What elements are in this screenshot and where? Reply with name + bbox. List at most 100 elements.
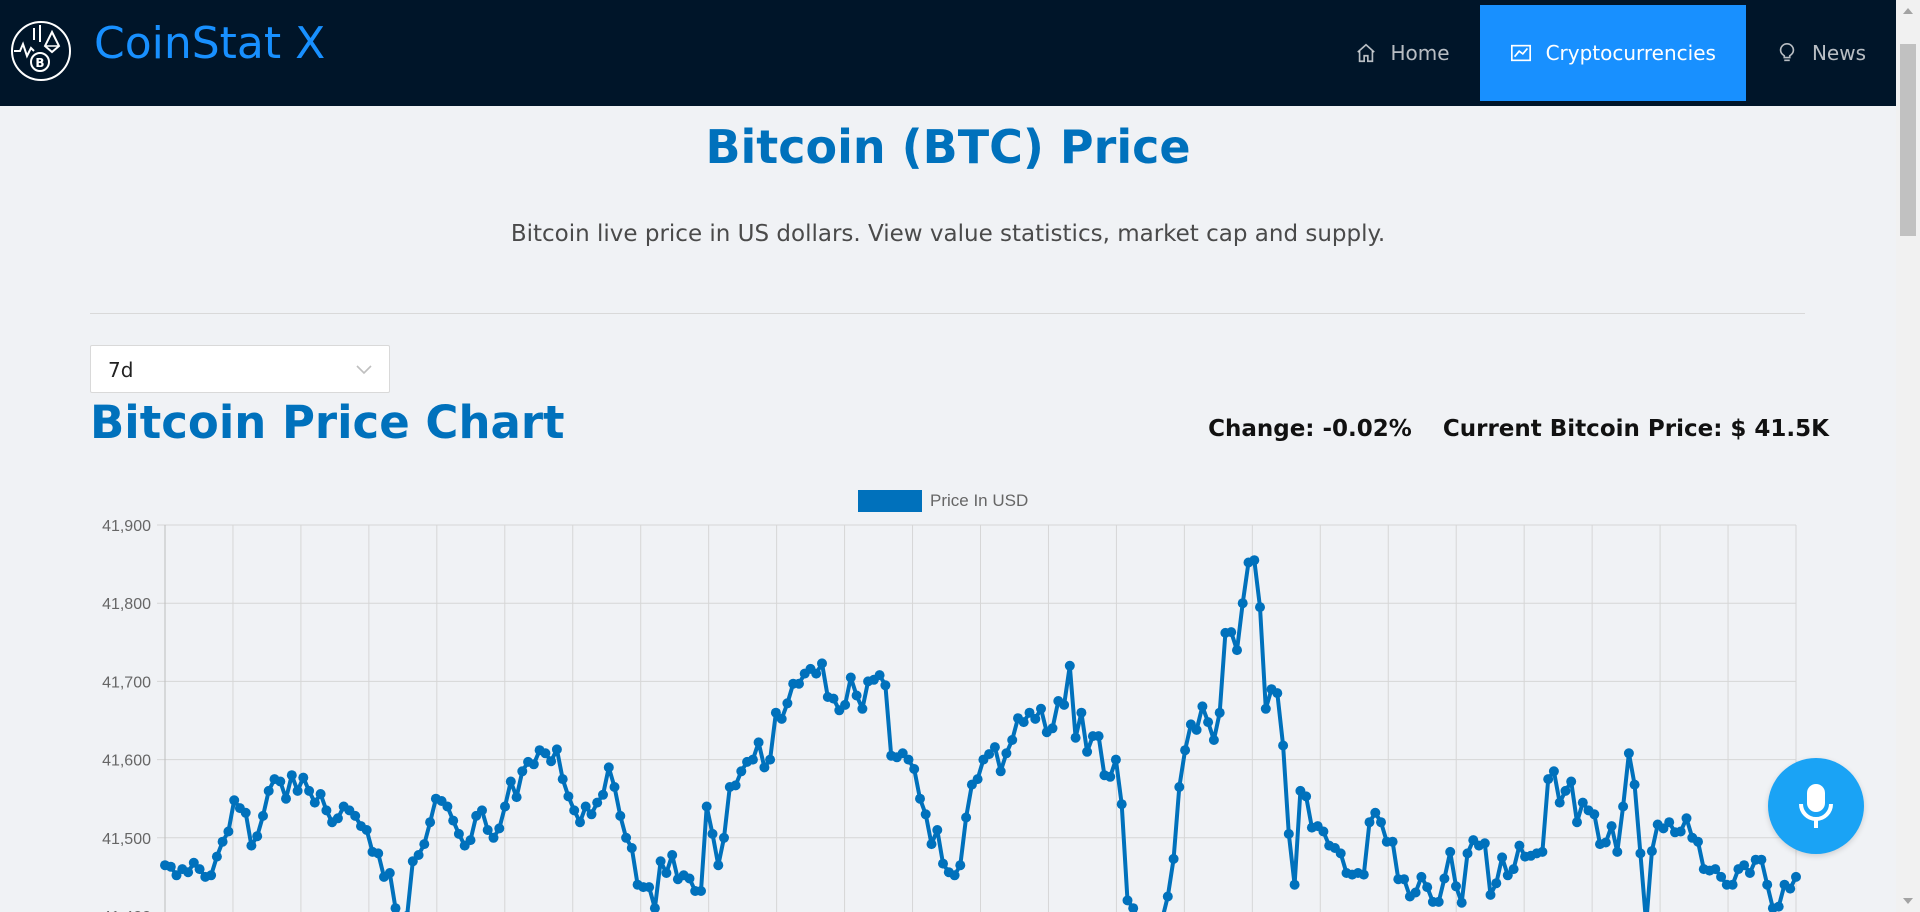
price-point[interactable] [903, 754, 914, 765]
price-point[interactable] [598, 789, 608, 800]
nav-item-home[interactable]: Home [1325, 5, 1480, 101]
price-point[interactable] [1548, 766, 1559, 777]
price-point[interactable] [1537, 846, 1548, 857]
price-point[interactable] [217, 836, 228, 847]
price-point[interactable] [1785, 883, 1796, 894]
price-point[interactable] [1456, 897, 1467, 908]
price-point[interactable] [626, 843, 637, 853]
price-point[interactable] [1203, 717, 1214, 728]
price-point[interactable] [453, 828, 464, 839]
price-point[interactable] [275, 776, 286, 787]
price-point[interactable] [719, 832, 729, 843]
price-point[interactable] [425, 817, 436, 828]
price-point[interactable] [286, 770, 297, 781]
price-point[interactable] [1018, 717, 1029, 728]
price-point[interactable] [442, 801, 453, 812]
price-point[interactable] [1416, 871, 1427, 882]
price-point[interactable] [1289, 879, 1300, 890]
price-point[interactable] [1047, 723, 1058, 734]
price-point[interactable] [413, 850, 424, 860]
price-point[interactable] [1197, 701, 1208, 712]
price-point[interactable] [580, 801, 591, 812]
price-point[interactable] [1110, 754, 1121, 765]
price-point[interactable] [1007, 735, 1018, 745]
price-point[interactable] [494, 823, 505, 834]
price-point[interactable] [1577, 797, 1588, 808]
price-point[interactable] [540, 748, 551, 759]
price-point[interactable] [1070, 732, 1081, 743]
price-point[interactable] [1214, 707, 1225, 718]
price-point[interactable] [1664, 817, 1675, 828]
price-point[interactable] [1514, 840, 1525, 851]
price-point[interactable] [1600, 837, 1611, 848]
price-point[interactable] [794, 678, 804, 689]
price-point[interactable] [1791, 871, 1801, 882]
price-point[interactable] [557, 774, 568, 785]
price-point[interactable] [465, 835, 476, 846]
price-point[interactable] [1180, 745, 1191, 756]
price-point[interactable] [776, 713, 787, 724]
price-point[interactable] [315, 789, 326, 799]
price-point[interactable] [667, 850, 678, 860]
price-point[interactable] [1272, 688, 1283, 699]
price-point[interactable] [292, 785, 303, 796]
price-point[interactable] [1716, 871, 1727, 882]
price-point[interactable] [747, 754, 758, 765]
price-point[interactable] [1439, 873, 1450, 884]
price-point[interactable] [845, 672, 856, 683]
price-point[interactable] [1122, 895, 1133, 906]
price-point[interactable] [165, 861, 176, 872]
price-point[interactable] [736, 766, 747, 777]
price-point[interactable] [246, 840, 257, 851]
price-point[interactable] [321, 805, 332, 816]
price-point[interactable] [419, 839, 430, 850]
price-point[interactable] [1710, 864, 1721, 875]
price-point[interactable] [1283, 828, 1294, 839]
price-point[interactable] [1675, 826, 1686, 837]
price-point[interactable] [528, 759, 539, 770]
price-point[interactable] [488, 832, 499, 843]
price-point[interactable] [1451, 881, 1461, 892]
price-point[interactable] [920, 809, 931, 820]
price-point[interactable] [909, 764, 920, 774]
price-point[interactable] [1370, 807, 1381, 818]
price-point[interactable] [1462, 848, 1473, 859]
price-point[interactable] [707, 828, 718, 839]
price-point[interactable] [1232, 645, 1242, 656]
chart-legend[interactable]: Price In USD [858, 490, 1028, 512]
price-point[interactable] [1589, 809, 1600, 820]
price-point[interactable] [1105, 771, 1116, 782]
price-point[interactable] [1001, 748, 1012, 759]
price-point[interactable] [1491, 878, 1502, 889]
price-point[interactable] [252, 831, 263, 842]
brand-name[interactable]: CoinStat X [94, 18, 326, 69]
price-point[interactable] [1387, 836, 1398, 847]
price-point[interactable] [1623, 748, 1634, 759]
price-point[interactable] [1508, 864, 1519, 875]
price-point[interactable] [361, 825, 372, 835]
price-point[interactable] [1485, 889, 1496, 900]
price-point[interactable] [949, 870, 960, 881]
price-point[interactable] [211, 851, 222, 862]
price-point[interactable] [1255, 602, 1265, 613]
price-point[interactable] [1422, 882, 1433, 893]
price-point[interactable] [1739, 860, 1750, 871]
price-point[interactable] [350, 810, 361, 821]
price-point[interactable] [1618, 801, 1629, 812]
price-point[interactable] [701, 801, 712, 812]
price-point[interactable] [384, 868, 395, 878]
price-point[interactable] [1301, 791, 1312, 802]
price-point[interactable] [874, 670, 885, 681]
nav-item-news[interactable]: News [1746, 5, 1896, 101]
price-point[interactable] [897, 748, 908, 759]
price-point[interactable] [1260, 703, 1271, 714]
price-point[interactable] [1606, 821, 1617, 832]
price-point[interactable] [1036, 703, 1046, 714]
price-point[interactable] [569, 805, 580, 816]
price-point[interactable] [1445, 846, 1456, 857]
price-point[interactable] [1693, 836, 1703, 847]
price-point[interactable] [621, 832, 632, 843]
price-point[interactable] [390, 903, 401, 912]
brand[interactable]: B CoinStat X [10, 20, 325, 82]
scroll-up-arrow-icon[interactable] [1903, 8, 1913, 14]
